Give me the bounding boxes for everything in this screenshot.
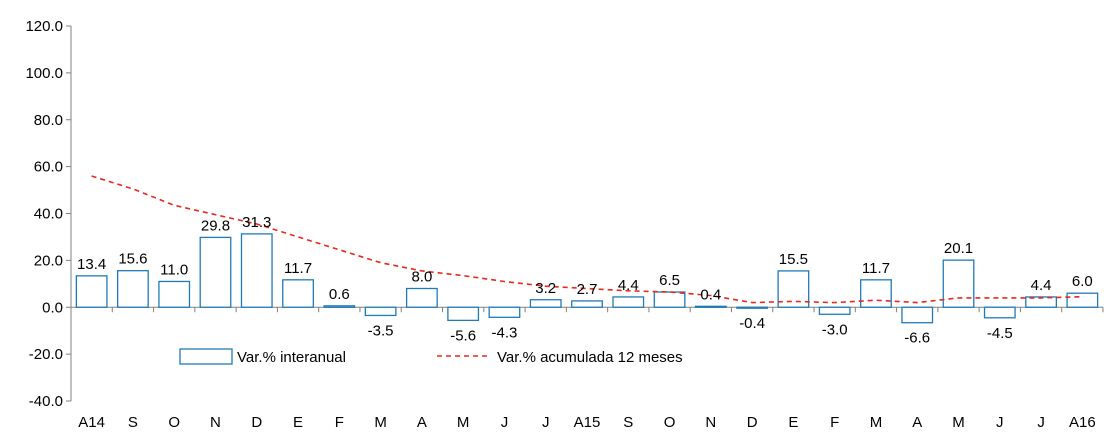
x-tick-label: O [664,414,676,431]
y-tick-label: 40.0 [34,206,63,223]
bar [529,299,562,308]
x-tick-label: J [542,414,550,431]
x-tick-label: M [457,414,470,431]
bar [694,305,727,308]
data-label: 15.6 [118,251,147,268]
bar [488,306,521,318]
data-label: 13.4 [77,256,106,273]
x-tick-label: D [251,414,262,431]
bar [323,305,356,308]
data-label: 4.4 [618,277,639,294]
bar [405,287,438,308]
data-label: 11.7 [862,260,890,277]
y-tick-label: 60.0 [34,159,63,176]
data-label: 15.5 [779,251,808,268]
bar [364,306,397,317]
data-label: 0.6 [329,286,350,303]
x-tick-label: O [168,414,180,431]
data-label: 11.0 [160,261,188,278]
x-tick-label: M [374,414,387,431]
cumulative-line [91,175,1083,304]
x-tick-label: E [293,414,303,431]
x-tick-label: S [128,414,138,431]
x-tick-label: D [747,414,758,431]
x-tick-label: J [996,414,1004,431]
x-tick-label: A16 [1069,414,1096,431]
x-tick-label: E [788,414,798,431]
y-tick-label: -20.0 [29,346,63,363]
bar [116,270,149,308]
legend-bar-swatch [179,348,233,365]
data-label: -0.4 [739,315,765,332]
bar [1066,292,1099,308]
bar [282,279,314,308]
data-label: 3.2 [535,280,556,297]
cumulative-line-path [91,175,1083,304]
y-tick-label: 80.0 [34,112,63,129]
x-tick-label: A [417,414,427,431]
x-tick-label: J [501,414,509,431]
x-axis: A14 S O N D E F M A M J J A15 S O N D E F M A M J J A16 [70,306,1104,431]
y-tick-label: 20.0 [34,252,63,269]
y-tick-label: 100.0 [25,65,63,82]
bar [983,306,1016,319]
x-tick-label: A14 [78,414,105,431]
data-label: 2.7 [577,281,598,298]
legend: Var.% interanual Var.% acumulada 12 mese… [179,348,683,366]
bar [75,275,108,308]
bar [901,306,934,324]
bar [942,259,975,308]
data-label: 8.0 [411,269,432,286]
x-tick-label: S [623,414,633,431]
bar [736,306,769,309]
data-label: 4.4 [1031,277,1052,294]
data-label: 11.7 [284,260,312,277]
data-label: -3.0 [822,321,848,338]
bar [571,300,603,308]
legend-label-bar: Var.% interanual [237,349,346,366]
bar [199,236,232,308]
data-label: -6.6 [904,330,930,347]
bar [777,270,810,308]
bar [612,296,645,308]
x-tick-label: F [830,414,839,431]
x-tick-label: A15 [574,414,601,431]
x-tick-label: J [1037,414,1045,431]
bar [240,233,273,308]
data-label: 0.4 [700,286,721,303]
x-tick-label: N [210,414,221,431]
data-label: 29.8 [201,217,230,234]
y-tick-label: 120.0 [25,18,63,35]
data-label: -3.5 [368,322,394,339]
data-label: 6.0 [1072,273,1093,290]
y-axis: 120.0 100.0 80.0 60.0 40.0 20.0 0.0 -20.0 -40.0 [25,18,72,410]
data-label: -5.6 [450,327,476,344]
data-label: 31.3 [242,214,271,231]
data-label: -4.5 [987,325,1013,342]
bar [860,279,892,308]
y-tick-label: -40.0 [29,393,63,410]
bar [447,306,480,322]
x-tick-label: M [870,414,883,431]
data-label: -4.3 [492,324,518,341]
bar [1025,296,1058,308]
y-tick-label: 0.0 [42,299,63,316]
legend-label-line: Var.% acumulada 12 meses [497,349,683,366]
bar [818,306,851,315]
data-label: 6.5 [659,272,680,289]
data-label: 20.1 [944,240,973,257]
bar [653,291,686,308]
bar [158,280,191,308]
x-tick-label: N [705,414,716,431]
x-tick-label: F [335,414,344,431]
data-labels: 13.4 15.6 11.0 29.8 31.3 11.7 0.6 -3.5 8.0 -5.6 -4… [77,214,1093,347]
x-tick-label: A [912,414,922,431]
x-tick-label: M [952,414,965,431]
bars [75,233,1099,324]
